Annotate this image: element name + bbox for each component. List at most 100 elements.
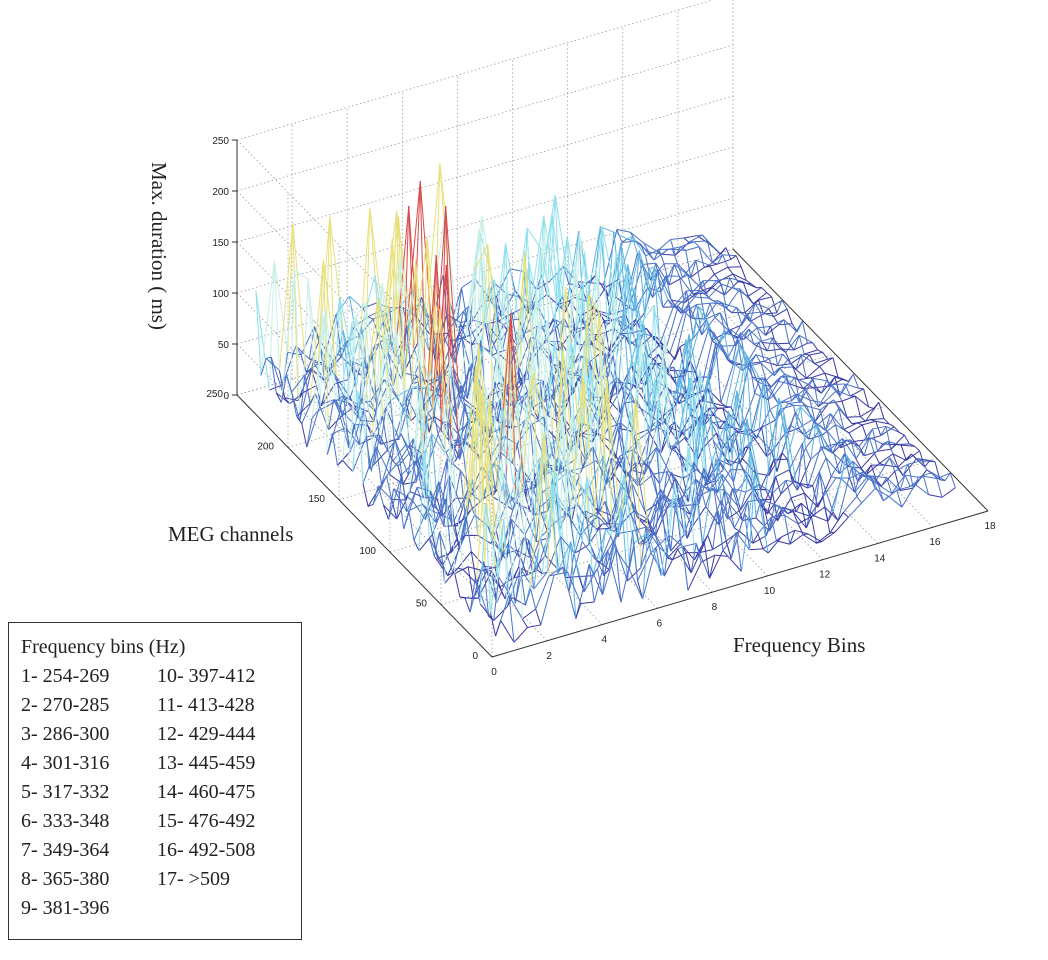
surface-edge [570,252,586,373]
surface-edge [733,345,740,363]
surface-edge [406,391,421,512]
surface-edge [574,544,589,554]
surface-edge [545,453,552,474]
surface-edge [902,463,909,476]
surface-edge [842,496,858,513]
surface-edge [449,356,465,455]
surface-edge [702,432,717,449]
surface-edge [411,499,426,520]
surface-edge [526,227,541,249]
y-axis-line [236,394,493,658]
surface-edge [390,391,405,401]
surface-edge [703,510,719,544]
surface-edge [589,486,596,508]
surface-edge [398,491,413,501]
surface-edge [417,433,433,473]
surface-edge [584,396,600,425]
surface-edge [773,367,780,376]
surface-edge [304,374,311,404]
surface-edge [423,450,439,559]
surface-edge [783,393,797,402]
legend-grid: 1- 254-269 10- 397-412 2- 270-285 11- 413-4… [21,662,301,923]
surface-edge [282,345,297,385]
surface-edge [703,468,710,491]
surface-edge [678,276,685,303]
surface-edge [663,535,670,577]
surface-edge [726,459,733,467]
surface-edge [710,286,725,296]
surface-edge [541,320,548,452]
surface-edge [430,491,437,523]
surface-edge [804,388,819,407]
surface-edge [474,578,490,617]
surface-edge [888,423,895,428]
surface-edge [532,373,547,417]
surface-edge [352,390,359,472]
surface-edge [842,438,849,467]
surface-edge [673,264,680,277]
surface-edge [815,423,822,447]
surface-edge [916,458,922,462]
surface-edge [651,500,658,534]
surface-edge [735,532,742,572]
surface-edge [541,195,556,275]
gridline [236,95,734,243]
surface-edge [722,254,737,257]
surface-edge [431,206,447,409]
surface-edge [348,296,356,327]
surface-edge [838,408,845,430]
surface-edge [725,345,740,407]
surface-edge [775,469,790,477]
surface-edge [468,270,475,368]
surface-edge [908,460,922,465]
surface-edge [789,376,796,385]
surface-edge [625,315,632,330]
surface-edge [831,476,837,479]
surface-edge [456,438,463,460]
surface-edge [802,423,817,444]
surface-edge [611,385,626,397]
surface-edge [664,334,671,474]
surface-edge [700,486,707,507]
surface-edge [631,530,639,581]
surface-edge [751,283,757,289]
surface-edge [608,540,615,570]
surface-edge [540,574,555,626]
surface-edge [697,490,711,497]
surface-edge [524,486,538,491]
surface-edge [613,540,628,582]
surface-edge [399,438,414,461]
surface-edge [360,336,375,465]
surface-edge [626,236,633,240]
surface-edge [548,574,555,577]
surface-edge [574,535,581,554]
legend-item: 2- 270-285 [21,694,110,716]
surface-edge [698,246,713,263]
surface-edge [428,537,435,557]
surface-edge [517,401,524,508]
surface-edge [685,552,692,574]
z-tick-label: 50 [218,340,230,351]
surface-edge [616,228,631,233]
surface-edge [572,496,579,506]
surface-edge [594,507,609,525]
surface-edge [819,472,834,513]
surface-edge [444,356,451,454]
surface-edge [802,386,817,390]
surface-edge [776,300,783,314]
surface-edge [678,497,685,535]
surface-edge [738,513,746,532]
surface-edge [456,509,472,526]
surface-edge [861,488,876,504]
surface-edge [551,213,566,313]
surface-edge [493,577,500,621]
surface-edge [557,457,572,525]
surface-edge [847,374,854,382]
surface-edge [687,303,694,339]
surface-edge [728,503,735,529]
surface-edge [627,449,634,495]
surface-edge [507,505,513,511]
surface-edge [645,328,652,337]
surface-edge [449,439,464,570]
x-axis-line [491,510,989,658]
